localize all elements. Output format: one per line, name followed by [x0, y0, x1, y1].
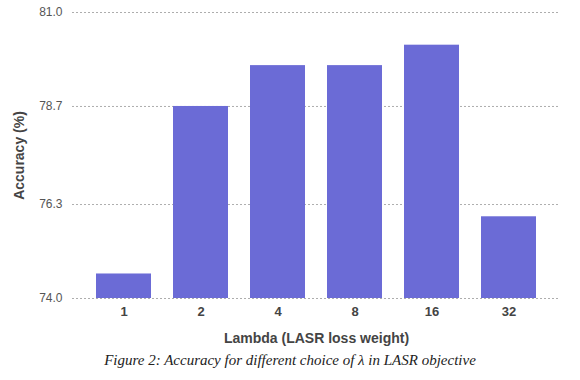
svg-text:Accuracy (%): Accuracy (%) — [11, 111, 27, 200]
svg-text:32: 32 — [502, 304, 516, 319]
svg-text:81.0: 81.0 — [39, 5, 63, 19]
svg-text:2: 2 — [197, 304, 204, 319]
svg-text:76.3: 76.3 — [39, 197, 63, 211]
svg-text:16: 16 — [425, 304, 439, 319]
svg-text:4: 4 — [274, 304, 282, 319]
svg-text:Lambda (LASR loss weight): Lambda (LASR loss weight) — [224, 330, 409, 346]
svg-text:8: 8 — [351, 304, 358, 319]
svg-text:78.7: 78.7 — [39, 99, 63, 113]
svg-text:1: 1 — [120, 304, 127, 319]
html-text:Figure 2: Accuracy for differe: Figure 2: Accuracy for different choice … — [104, 352, 476, 368]
svg-text:74.0: 74.0 — [39, 291, 63, 305]
